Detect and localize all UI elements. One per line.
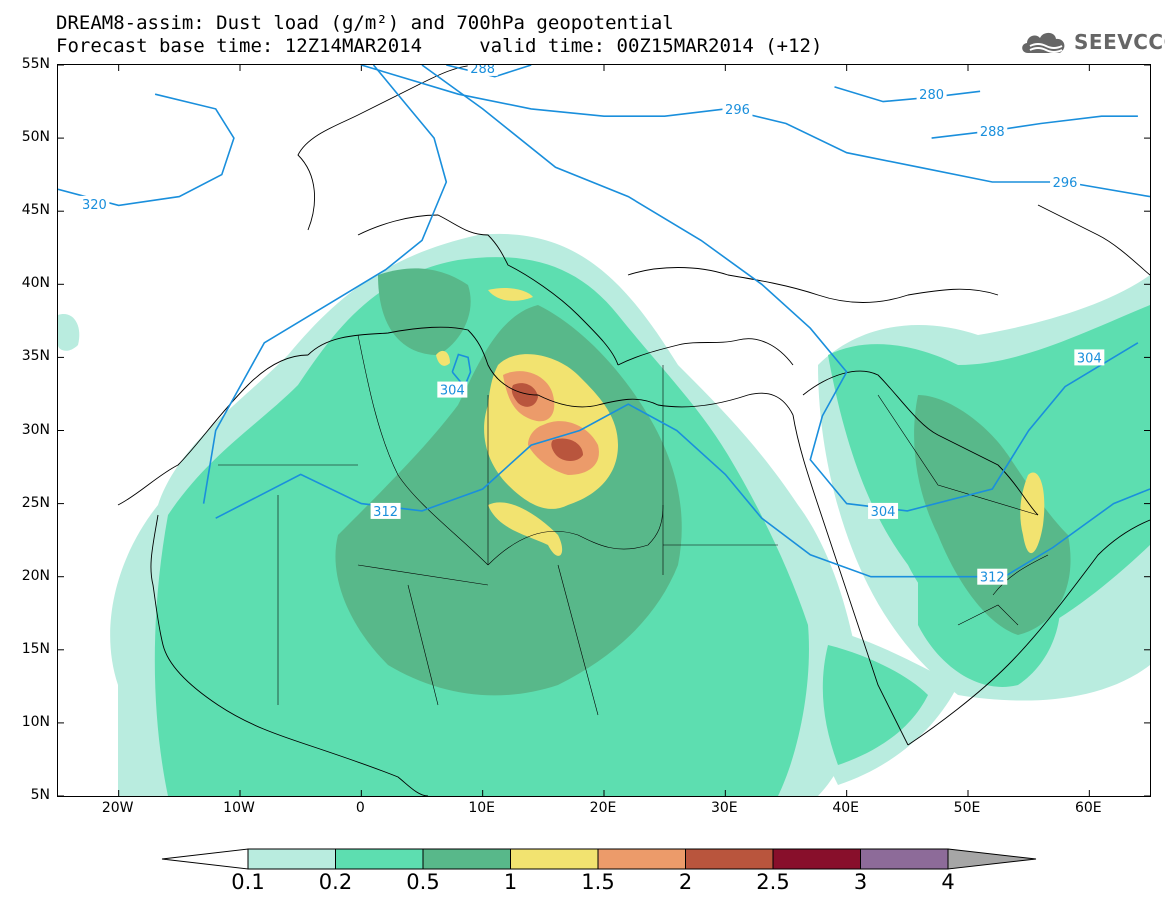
contour-label-bg (1050, 173, 1081, 190)
colorbar-swatch (772, 848, 861, 870)
colorbar-tick-label: 2 (678, 870, 693, 894)
contour-312 (202, 65, 448, 504)
map-canvas: 320 312 312 304 304 304 296 296 288 288 280 (58, 65, 1150, 796)
colorbar-swatch (335, 848, 424, 870)
map-panel: 320 312 312 304 304 304 296 296 288 288 280 (57, 64, 1151, 797)
contour-label: 320 (82, 198, 107, 213)
lon-tick-label: 20W (101, 800, 134, 816)
lat-tick-label: 5N (30, 787, 50, 803)
lon-tick-label: 0 (355, 800, 365, 816)
lat-tick-label: 50N (21, 129, 50, 146)
colorbar (161, 848, 1037, 870)
contour-label: 304 (440, 384, 465, 399)
contour-288 (931, 115, 1138, 139)
colorbar-swatch (685, 848, 774, 870)
colorbar-swatch (510, 848, 599, 870)
contour-label: 288 (470, 65, 495, 77)
contour-304 (421, 65, 1139, 512)
contour-label-bg (467, 65, 498, 76)
lon-tick-label: 40E (832, 800, 859, 816)
contour-label-bg (916, 86, 947, 103)
coastlines (117, 65, 1150, 796)
lat-tick-label: 35N (21, 348, 50, 365)
map-title: DREAM8-assim: Dust load (g/m²) and 700hP… (56, 12, 674, 34)
contour-280 (834, 86, 981, 103)
lat-tick-label: 45N (21, 202, 50, 219)
contour-label: 296 (1053, 176, 1078, 191)
colorbar-tick-label: 1.5 (581, 870, 615, 894)
lat-tick-label: 15N (21, 640, 50, 657)
country-borders (218, 334, 1049, 716)
contour-label-bg (370, 502, 401, 519)
colorbar-tick-label: 3 (853, 870, 868, 894)
lon-tick-label: 20E (589, 800, 617, 816)
colorbar-swatch (422, 848, 511, 870)
lon-tick-label: 60E (1074, 800, 1102, 816)
colorbar-tick-label: 0.1 (231, 870, 265, 894)
map-subtitle: Forecast base time: 12Z14MAR2014 valid t… (56, 35, 823, 57)
axis-ticks (58, 65, 1150, 796)
lon-tick-label: 50E (953, 800, 981, 816)
lat-tick-label: 40N (21, 275, 50, 292)
cloud-icon (1022, 32, 1065, 53)
contour-label: 312 (373, 505, 398, 520)
contour-label: 296 (725, 103, 750, 118)
contour-label: 280 (919, 88, 944, 103)
colorbar-tick-label: 2.5 (756, 870, 790, 894)
contour-label: 312 (980, 571, 1005, 586)
logo-text: SEEVCCC (1074, 30, 1165, 54)
dust-layer-2 (511, 383, 583, 461)
colorbar-tick-label: 0.2 (318, 870, 353, 894)
lon-tick-label: 30E (710, 800, 738, 816)
lat-tick-label: 55N (21, 56, 50, 72)
lon-tick-label: 10E (468, 800, 495, 816)
lon-tick-label: 10W (223, 800, 255, 816)
lat-tick-label: 25N (21, 494, 50, 511)
contour-label-bg (79, 195, 110, 212)
contour-label: 304 (1077, 351, 1102, 366)
colorbar-tick-label: 0.5 (406, 870, 440, 894)
contour-label-bg (977, 122, 1008, 139)
contour-label: 288 (980, 125, 1005, 140)
lat-tick-label: 20N (21, 567, 50, 584)
contour-320 (58, 93, 235, 207)
colorbar-swatch (597, 848, 686, 870)
seevccc-logo: SEEVCCC (1018, 22, 1165, 62)
contour-label: 304 (871, 505, 896, 520)
contour-label-bg (868, 502, 899, 519)
colorbar-swatch (247, 848, 336, 870)
contour-label-bg (437, 381, 468, 398)
contour-296 (361, 65, 1150, 198)
colorbar-tick-label: 1 (503, 870, 518, 894)
colorbar-swatch (860, 848, 949, 870)
lat-tick-label: 30N (21, 421, 50, 438)
contour-label-bg (977, 568, 1008, 585)
contour-label-bg (1074, 349, 1105, 366)
contour-label-bg (722, 100, 753, 117)
contour-312 (215, 403, 1150, 578)
geopotential-contours: 320 312 312 304 304 304 296 296 288 288 280 (58, 65, 1150, 586)
colorbar-tick-label: 4 (941, 870, 955, 894)
lat-tick-label: 10N (21, 713, 50, 730)
contour-288 (446, 65, 532, 78)
colorbar-swatch (161, 848, 249, 870)
colorbar-swatch (947, 848, 1037, 870)
